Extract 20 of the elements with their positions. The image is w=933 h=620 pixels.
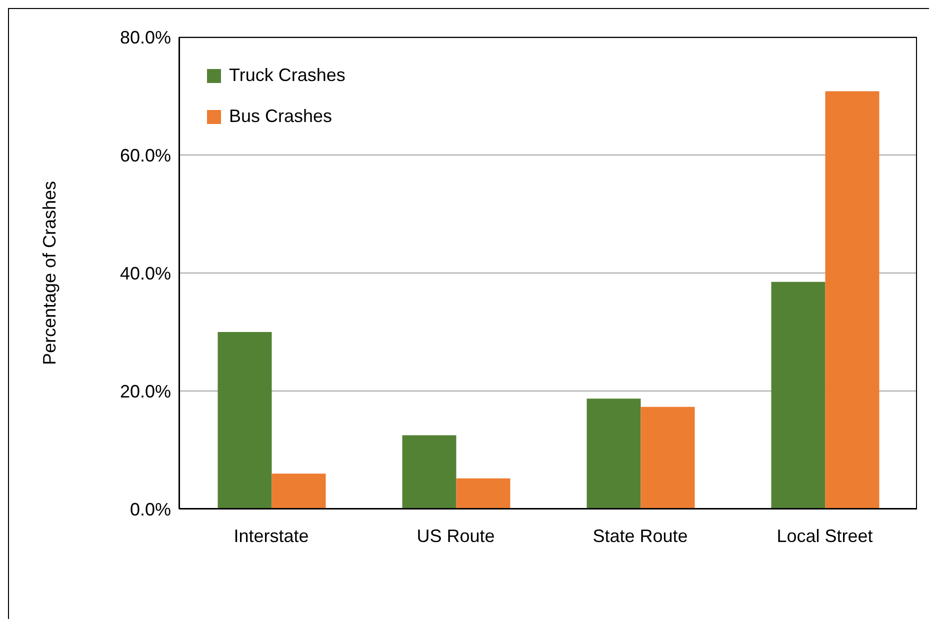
bar [825,91,880,509]
x-tick-label: State Route [592,526,688,546]
y-tick-label: 80.0% [120,27,171,48]
bar [456,478,510,509]
y-tick-label: 20.0% [120,381,171,402]
y-axis-title: Percentage of Crashes [39,180,60,366]
x-tick-label: Interstate [234,526,309,546]
x-tick-label: US Route [416,526,495,546]
y-tick-label: 40.0% [120,263,171,284]
bar [402,435,456,509]
bar [272,474,326,509]
y-tick-label: 60.0% [120,145,171,166]
bar [640,406,695,509]
bar [218,332,272,509]
legend-label: Truck Crashes [229,64,346,87]
bar [586,398,641,509]
legend-label: Bus Crashes [229,105,332,128]
x-tick-label: Local Street [776,526,873,546]
bar [771,282,826,509]
y-tick-label: 0.0% [130,499,171,520]
